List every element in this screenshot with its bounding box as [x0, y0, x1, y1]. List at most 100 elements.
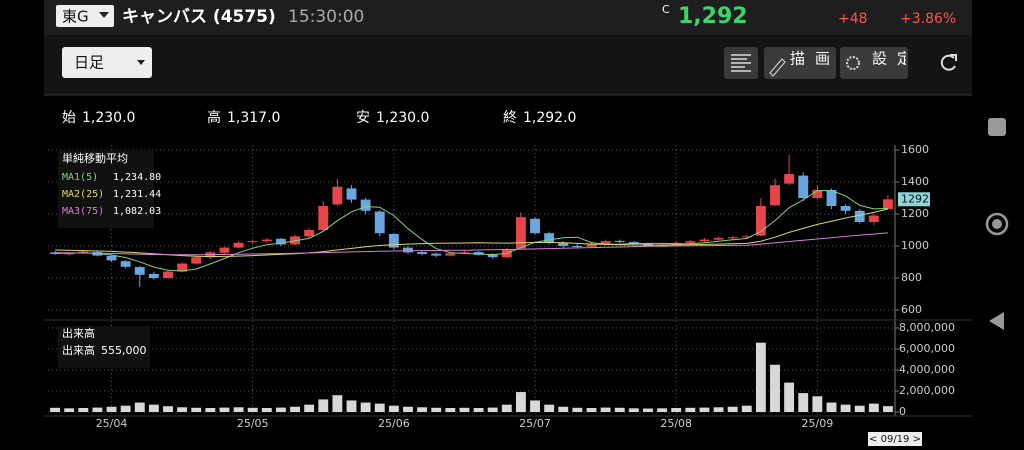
x-tick-label: 25/08 — [660, 417, 692, 430]
volume-bar — [741, 405, 752, 412]
volume-bar — [755, 342, 766, 412]
candle-body — [755, 206, 766, 236]
legend-value: 1,231.44 — [113, 189, 161, 200]
open-value: 1,230.0 — [82, 110, 135, 126]
pencil-icon — [769, 58, 786, 77]
volume-bar — [600, 407, 611, 412]
candle-body — [600, 241, 611, 245]
candle-body — [261, 239, 272, 242]
candle-body — [868, 215, 879, 222]
volume-bar — [812, 396, 823, 412]
volume-bar — [247, 407, 258, 412]
volume-bar — [854, 405, 865, 412]
volume-bar — [685, 407, 696, 412]
candle-body — [515, 217, 526, 249]
change-pct: +3.86% — [900, 11, 956, 27]
candle-body — [275, 238, 286, 245]
nav-back[interactable] — [989, 312, 1004, 330]
volume-bar — [501, 404, 512, 412]
high-value: 1,317.0 — [227, 110, 280, 126]
candle-body — [586, 244, 597, 247]
volume-bar — [473, 408, 484, 412]
market: 東G — [62, 8, 89, 26]
volume-bar — [798, 393, 809, 412]
draw-label: 描画 — [790, 50, 840, 68]
y-tick-label: 600 — [901, 303, 922, 316]
nav-recent[interactable] — [988, 118, 1006, 136]
list-icon — [731, 54, 751, 72]
volume-bar — [558, 406, 569, 412]
legend-title: 単純移動平均 — [62, 151, 128, 165]
x-tick-label: 25/06 — [378, 417, 410, 430]
candle-body — [219, 247, 230, 253]
volume-bar — [261, 408, 272, 412]
candle-body — [685, 241, 696, 243]
candle-body — [417, 252, 428, 254]
volume-bar — [530, 400, 540, 412]
candle-body — [304, 230, 315, 237]
price-tag-label: 1292 — [901, 192, 929, 205]
nav-home-dot — [992, 219, 1002, 229]
candle-body — [134, 267, 145, 275]
low-label: 安 — [356, 110, 370, 126]
x-tick-label: 25/04 — [96, 417, 128, 430]
period-dropdown[interactable] — [62, 47, 152, 78]
volume-value: 555,000 — [101, 344, 147, 357]
cursor-box — [868, 432, 922, 446]
open-label: 始 — [62, 110, 76, 126]
market-dropdown[interactable] — [56, 5, 114, 27]
volume-bar — [628, 408, 639, 412]
candle-body — [770, 185, 780, 206]
y-tick-label: 8,000,000 — [899, 321, 955, 334]
close-label: 終 — [503, 110, 517, 126]
ma-line — [55, 208, 889, 258]
price-prefix: C — [662, 3, 670, 16]
volume-bar — [699, 407, 710, 412]
volume-bar — [487, 407, 498, 412]
y-tick-label: 1000 — [901, 239, 929, 252]
candle-body — [699, 239, 710, 242]
legend-value: 1,234.80 — [113, 172, 161, 183]
nav-home[interactable] — [985, 212, 1009, 236]
candle-body — [163, 271, 173, 278]
price: 1,292 — [678, 4, 748, 29]
dropdown-arrow — [137, 60, 145, 65]
volume-bar — [78, 408, 89, 412]
chart-area: 25/04 25/05 25/06 25/07 25/08 25/09 1600 1400 12… — [44, 143, 972, 446]
y-tick-label: 2,000,000 — [899, 384, 955, 397]
candle-body — [106, 255, 117, 261]
candle-body — [388, 234, 399, 248]
settings-button[interactable] — [840, 47, 908, 79]
draw-clip: 描画 — [790, 50, 840, 68]
candle-body — [120, 261, 131, 267]
legend-name: MA2(25) — [62, 189, 104, 200]
volume-bar — [713, 407, 724, 412]
candle-body — [191, 257, 202, 264]
volume-bar — [275, 407, 286, 412]
candle-body — [544, 233, 555, 243]
candle-body — [374, 211, 385, 234]
volume-bar — [360, 402, 371, 412]
y-tick-label: 1600 — [901, 143, 929, 156]
stock-name: キャンバス (4575) — [122, 7, 276, 27]
candle-body — [78, 251, 89, 254]
volume-bar — [643, 408, 653, 412]
y-tick-label: 4,000,000 — [899, 363, 955, 376]
candle-body — [826, 190, 837, 206]
settings-label: 設定 — [872, 50, 922, 68]
volume-bar — [770, 364, 780, 412]
volume-bar — [445, 408, 456, 412]
volume-bar — [219, 407, 230, 412]
draw-button[interactable] — [764, 47, 836, 79]
volume-bar — [784, 382, 795, 412]
volume-bar — [148, 404, 159, 412]
volume-bar — [459, 407, 470, 412]
settings-clip: 設定 — [872, 50, 922, 68]
volume-bar — [614, 407, 625, 412]
y-tick-label: 0 — [899, 405, 906, 418]
volume-bar — [374, 403, 385, 412]
volume-bar — [431, 407, 442, 412]
candle-body — [572, 246, 583, 247]
volume-bar — [883, 406, 893, 412]
